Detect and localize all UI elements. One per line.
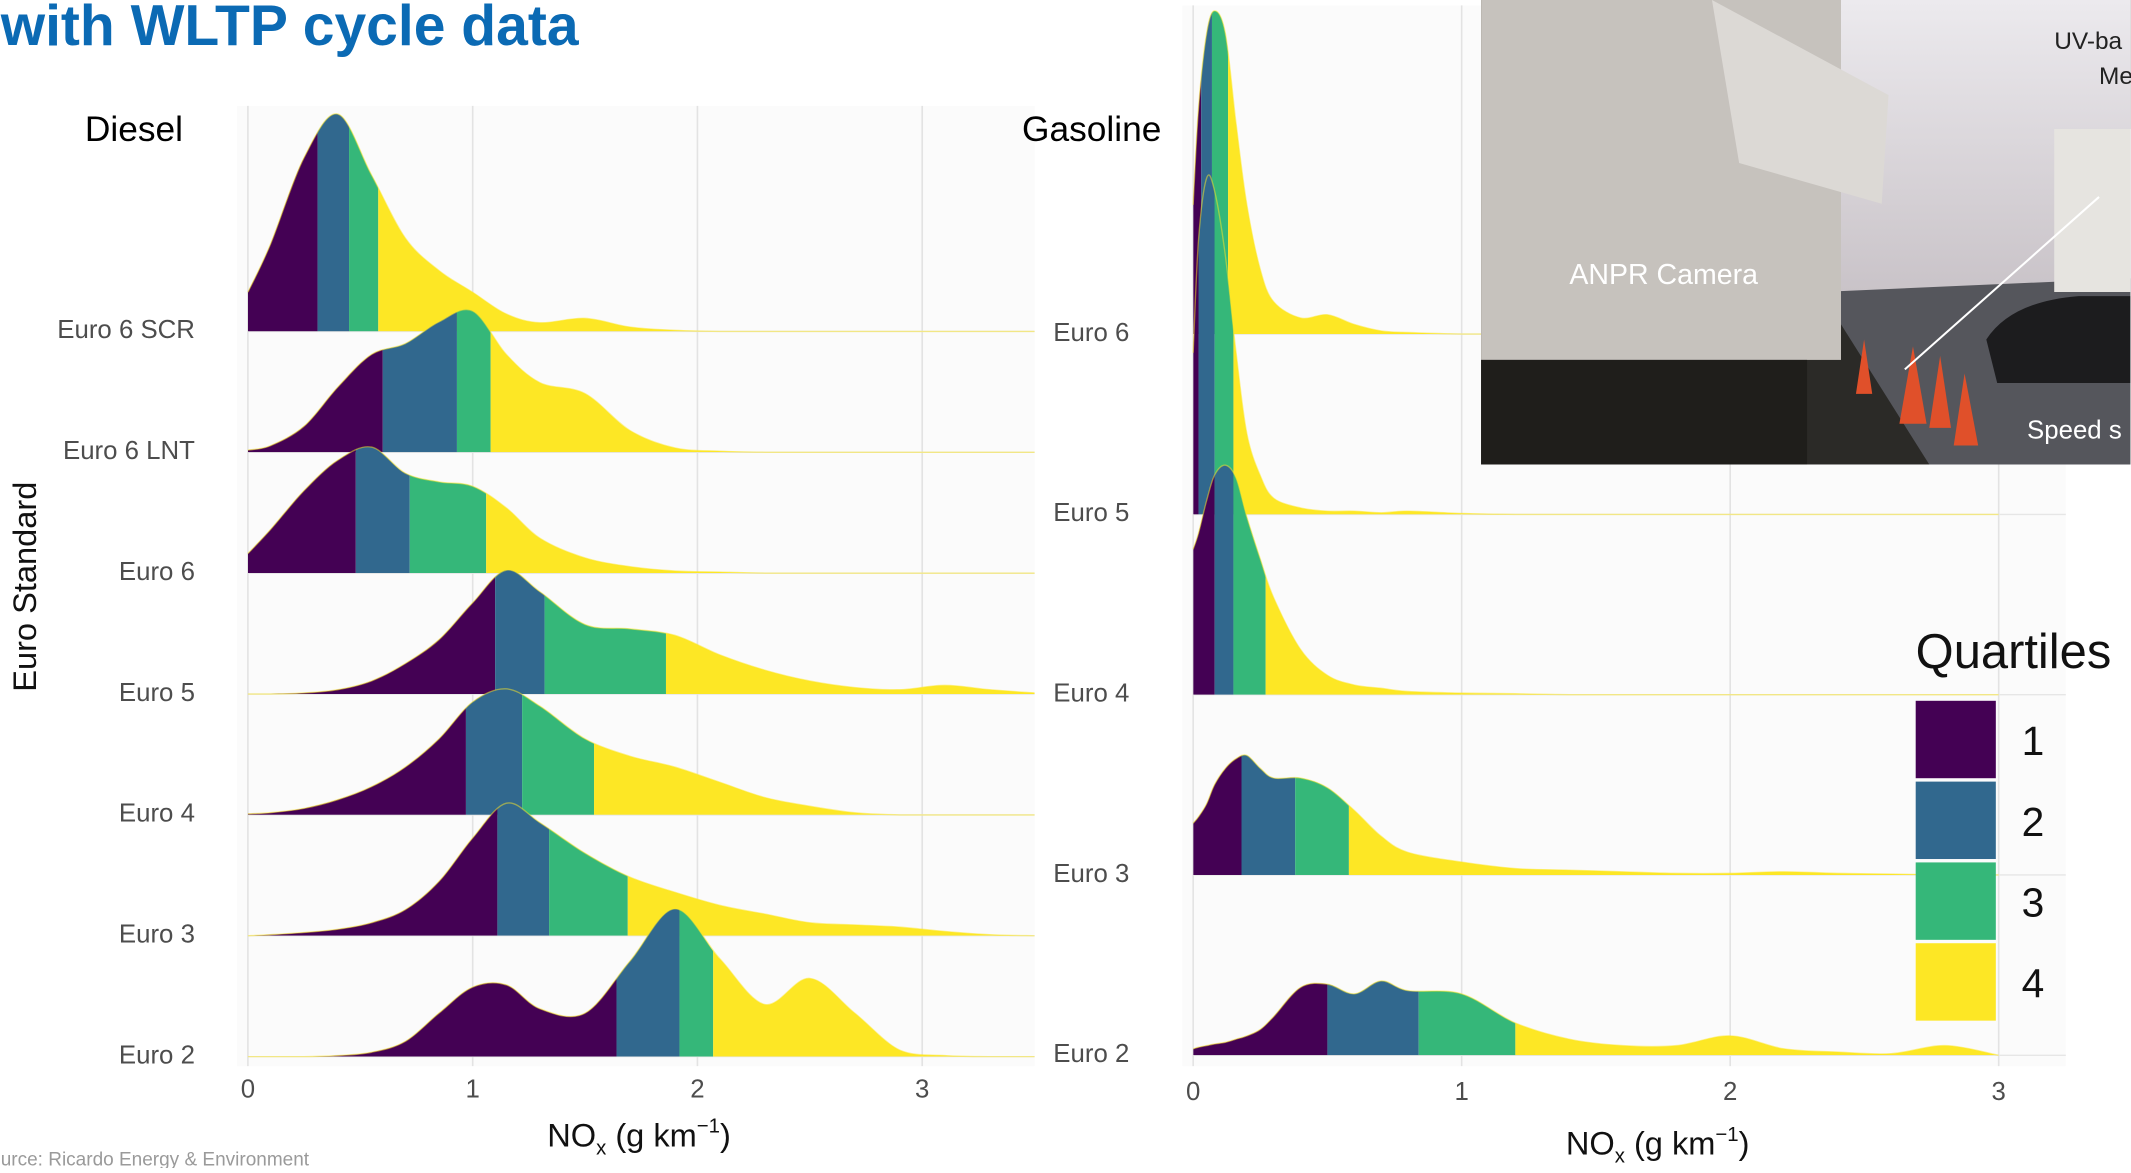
legend-swatch xyxy=(1916,862,1996,939)
photo: ANPR Camera Speed s UV-ba Me xyxy=(1481,0,2131,464)
x-tick-label: 1 xyxy=(465,1075,479,1103)
x-axis-label-sub: x xyxy=(1615,1146,1625,1168)
slide-title: with WLTP cycle data xyxy=(0,0,580,58)
legend-swatch xyxy=(1916,782,1996,859)
chart-title: Gasoline xyxy=(1022,110,1161,149)
x-axis-label-part: NO xyxy=(1566,1124,1615,1161)
page: body { margin: 0; overflow: hidden; back… xyxy=(0,0,2131,1173)
y-tick-label: Euro 3 xyxy=(119,921,195,949)
x-axis-label-sup: −1 xyxy=(1715,1124,1738,1146)
legend-label: 4 xyxy=(2022,961,2045,1007)
y-tick-label: Euro 2 xyxy=(119,1041,195,1069)
legend-label: 2 xyxy=(2022,799,2045,845)
y-tick-label: Euro 4 xyxy=(119,800,195,828)
x-tick-label: 2 xyxy=(1723,1078,1737,1106)
x-tick-label: 2 xyxy=(690,1075,704,1103)
x-axis-label-part: NO xyxy=(547,1116,596,1153)
legend-title: Quartiles xyxy=(1916,625,2112,679)
photo-building xyxy=(2054,129,2130,292)
x-tick-label: 0 xyxy=(1186,1078,1200,1106)
x-axis-label-part: ) xyxy=(1739,1124,1750,1161)
page-body: {"header": {"title": "with WLTP cycle da… xyxy=(0,0,2131,1173)
photo-label: UV-ba xyxy=(2054,28,2122,55)
legend-label: 1 xyxy=(2022,718,2045,764)
legend-label: 3 xyxy=(2022,880,2045,926)
x-axis-label-part: (g km xyxy=(606,1116,696,1153)
y-tick-label: Euro 6 xyxy=(119,558,195,586)
photo-camera-base xyxy=(1481,360,1807,465)
x-axis-label-part: (g km xyxy=(1625,1124,1716,1161)
photo-label: ANPR Camera xyxy=(1569,259,1758,291)
chart-title: Diesel xyxy=(85,110,183,149)
legend-swatch xyxy=(1916,701,1996,778)
y-tick-label: Euro 5 xyxy=(119,679,195,707)
y-tick-label: Euro 6 SCR xyxy=(57,316,195,344)
slide: 0 1 2 3 Euro 6 SCR Euro 6 LNT Euro 6 Euro 5 Euro… xyxy=(0,0,2131,1168)
x-tick-label: 1 xyxy=(1454,1078,1468,1106)
y-tick-label: Euro 6 LNT xyxy=(63,437,195,465)
y-tick-label: Euro 4 xyxy=(1053,680,1129,708)
legend-swatch xyxy=(1916,943,1996,1020)
y-axis-label: Euro Standard xyxy=(6,482,43,692)
y-tick-label: Euro 3 xyxy=(1053,860,1129,888)
x-axis-label-sub: x xyxy=(596,1137,606,1159)
y-tick-label: Euro 6 xyxy=(1053,319,1129,347)
x-axis-label-part: ) xyxy=(720,1116,731,1153)
x-tick-label: 3 xyxy=(915,1075,929,1103)
source-note: urce: Ricardo Energy & Environment xyxy=(1,1149,310,1168)
photo-label: Speed s xyxy=(2027,417,2122,445)
x-tick-label: 0 xyxy=(241,1075,255,1103)
x-tick-label: 3 xyxy=(1991,1078,2005,1106)
photo-label: Me xyxy=(2099,63,2131,90)
x-axis-label-sup: −1 xyxy=(697,1116,720,1138)
y-tick-label: Euro 5 xyxy=(1053,499,1129,527)
y-tick-label: Euro 2 xyxy=(1053,1040,1129,1068)
